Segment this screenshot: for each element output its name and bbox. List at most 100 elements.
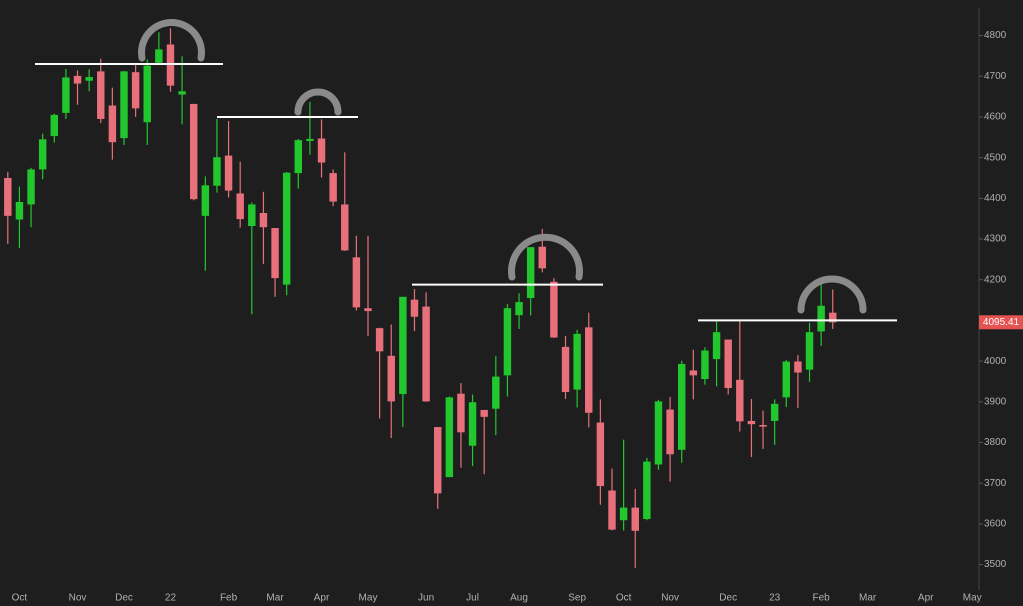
candle-body xyxy=(282,172,291,285)
candles xyxy=(4,28,837,568)
candle-body xyxy=(585,327,593,413)
candle-body xyxy=(15,201,24,220)
x-tick-label: May xyxy=(963,593,982,604)
candle-body xyxy=(294,140,303,174)
candle-body xyxy=(468,402,477,446)
x-tick-label: Feb xyxy=(220,593,238,604)
candle-body xyxy=(608,490,616,530)
candle-body xyxy=(619,507,628,521)
arc xyxy=(294,88,342,116)
candle-body xyxy=(259,212,268,228)
candle-body xyxy=(736,379,744,422)
y-tick-label: 4300 xyxy=(984,234,1007,245)
candle-body xyxy=(654,401,663,465)
x-tick-label: Jun xyxy=(418,593,434,604)
x-tick-label: Nov xyxy=(69,593,87,604)
candle-body xyxy=(375,328,384,352)
candle-body xyxy=(794,361,802,373)
x-tick-label: Oct xyxy=(12,593,28,604)
y-tick-label: 3700 xyxy=(984,478,1007,489)
arc xyxy=(138,19,205,62)
y-tick-label: 4000 xyxy=(984,356,1007,367)
candle-body xyxy=(433,427,442,494)
candle-body xyxy=(701,350,709,380)
candle-body xyxy=(515,302,523,316)
candle-body xyxy=(155,49,163,63)
candle-body xyxy=(364,308,372,312)
candle-body xyxy=(817,305,825,332)
candle-body xyxy=(759,425,767,427)
x-tick-label: 23 xyxy=(769,593,781,604)
candle-body xyxy=(399,296,407,395)
candle-body xyxy=(271,228,279,279)
x-tick-label: Dec xyxy=(115,593,133,604)
y-tick-label: 3900 xyxy=(984,396,1007,407)
candle-body xyxy=(538,246,547,269)
y-tick-label: 3600 xyxy=(984,519,1007,530)
candle-body xyxy=(352,257,361,308)
candle-body xyxy=(201,185,210,216)
candle-body xyxy=(677,363,686,450)
candle-body xyxy=(492,376,500,409)
candle-body xyxy=(805,332,814,370)
x-tick-label: Jul xyxy=(466,593,479,604)
candle-body xyxy=(550,281,558,338)
candle-body xyxy=(50,114,59,137)
y-tick-label: 4500 xyxy=(984,152,1007,163)
x-tick-label: Nov xyxy=(661,593,679,604)
candle-body xyxy=(666,409,674,455)
y-tick-label: 3800 xyxy=(984,437,1007,448)
arc xyxy=(508,233,583,281)
price-label: 4095.41 xyxy=(983,317,1020,328)
candle-body xyxy=(445,397,454,478)
price-label-box xyxy=(979,315,1023,330)
y-tick-label: 3500 xyxy=(984,559,1007,570)
candle-body xyxy=(526,247,535,299)
candle-body xyxy=(689,370,698,376)
candle-body xyxy=(120,71,128,139)
x-tick-label: Dec xyxy=(719,593,737,604)
x-tick-label: Sep xyxy=(568,593,586,604)
candle-body xyxy=(480,409,488,417)
candle-body xyxy=(329,173,337,202)
x-tick-label: Oct xyxy=(616,593,632,604)
candle-body xyxy=(108,105,117,143)
candle-body xyxy=(503,308,512,376)
candle-body xyxy=(213,157,221,186)
candle-body xyxy=(27,169,35,205)
y-tick-label: 4700 xyxy=(984,71,1007,82)
x-tick-label: Aug xyxy=(510,593,528,604)
candle-body xyxy=(643,461,651,520)
candle-body xyxy=(248,204,256,227)
candle-body xyxy=(97,71,105,119)
candle-body xyxy=(236,193,244,220)
candle-body xyxy=(166,44,175,86)
candle-body xyxy=(410,299,419,317)
candle-body xyxy=(770,403,779,421)
candle-body xyxy=(341,204,349,251)
candle-body xyxy=(131,72,140,109)
arc xyxy=(797,275,867,314)
candle-body xyxy=(62,77,70,113)
x-tick-label: Apr xyxy=(918,593,934,604)
candle-body xyxy=(143,65,151,123)
x-tick-label: Apr xyxy=(314,593,330,604)
candle-body xyxy=(747,420,756,425)
candle-body xyxy=(573,333,581,390)
y-tick-label: 4600 xyxy=(984,112,1007,123)
candle-body xyxy=(782,361,791,398)
x-tick-label: 22 xyxy=(165,593,177,604)
x-tick-label: Mar xyxy=(266,593,284,604)
y-tick-label: 4800 xyxy=(984,30,1007,41)
arcs xyxy=(138,19,867,314)
candle-body xyxy=(561,346,570,393)
x-tick-label: May xyxy=(359,593,378,604)
y-tick-label: 4200 xyxy=(984,274,1007,285)
candle-body xyxy=(73,75,82,84)
candle-body xyxy=(4,177,12,216)
candle-body xyxy=(317,138,326,163)
candle-body xyxy=(189,103,198,200)
